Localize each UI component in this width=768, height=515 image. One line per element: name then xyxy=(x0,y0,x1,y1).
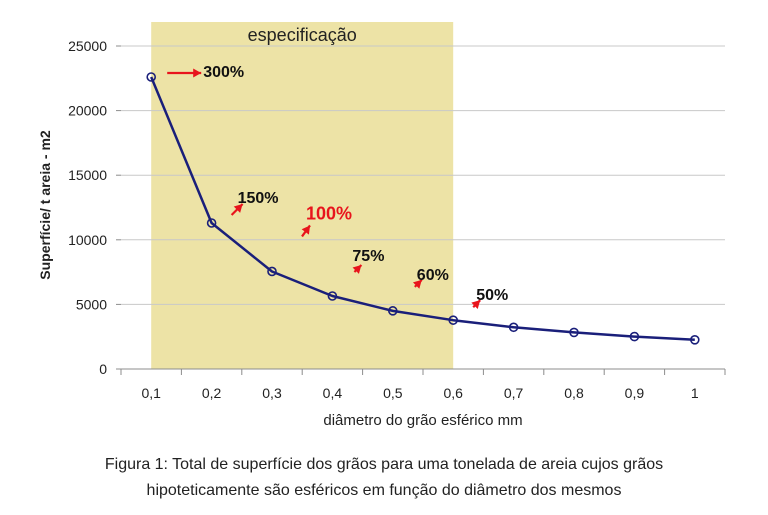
data-point xyxy=(508,322,519,333)
y-tick-label: 20000 xyxy=(68,103,107,119)
x-tick-label: 0,2 xyxy=(202,385,222,401)
x-tick-label: 0,5 xyxy=(383,385,403,401)
data-point xyxy=(448,315,459,325)
annotation-label: 300% xyxy=(203,64,244,81)
annotation-label: 50% xyxy=(476,287,508,304)
x-tick-label: 0,4 xyxy=(323,385,343,401)
y-axis-ticks: 0 5000 10000 15000 20000 25000 xyxy=(68,38,121,377)
arrow-head xyxy=(412,279,422,289)
specification-label: especificação xyxy=(248,25,357,45)
y-axis-label: Superfície/ t areia - m2 xyxy=(37,130,53,280)
grid-lines xyxy=(121,45,725,305)
caption-line-1: Figura 1: Total de superfície dos grãos … xyxy=(104,456,664,473)
x-tick-label: 0,6 xyxy=(443,385,463,401)
annotation-arrow xyxy=(412,279,423,289)
data-point xyxy=(327,291,338,301)
x-axis-ticks: 0,1 0,2 0,3 0,4 0,5 0,6 0,7 0,8 0,9 1 xyxy=(120,369,726,401)
arrow-head xyxy=(193,68,202,78)
y-tick-label: 0 xyxy=(99,361,107,377)
y-tick-label: 10000 xyxy=(68,232,107,248)
series-line xyxy=(150,76,695,342)
arrow-head xyxy=(352,265,362,274)
annotation-label: 150% xyxy=(238,190,279,207)
y-tick-label: 15000 xyxy=(68,167,107,183)
arrow-head xyxy=(233,204,243,213)
annotation-arrow xyxy=(230,203,244,216)
annotation-label: 60% xyxy=(417,267,449,284)
y-tick-label: 25000 xyxy=(68,38,107,54)
annotation-label: 100% xyxy=(306,203,352,223)
caption-line-2: hipoteticamente são esféricos em função … xyxy=(146,482,622,499)
x-tick-label: 0,3 xyxy=(262,385,282,401)
y-tick-label: 5000 xyxy=(76,296,107,312)
x-axis-label: diâmetro do grão esférico mm xyxy=(323,412,522,429)
x-tick-label: 0,8 xyxy=(564,385,584,401)
annotation-arrow xyxy=(352,264,363,274)
annotation-arrow xyxy=(167,68,202,78)
data-point xyxy=(629,331,640,342)
annotation-label: 75% xyxy=(352,248,384,265)
arrow-head xyxy=(301,225,310,235)
annotation-arrows xyxy=(167,68,481,310)
data-point xyxy=(267,266,277,277)
data-point xyxy=(146,72,156,82)
chart: especificação 0500010000150002000025000 … xyxy=(37,22,726,429)
x-tick-label: 0,1 xyxy=(141,385,161,401)
x-tick-label: 1 xyxy=(691,385,699,401)
x-tick-label: 0,7 xyxy=(504,385,524,401)
data-point xyxy=(387,306,398,316)
arrow-head xyxy=(471,300,481,310)
annotation-labels: 300% 150% 100% 75% 60% 50% xyxy=(203,64,508,304)
data-points xyxy=(146,72,700,345)
data-point xyxy=(206,218,217,228)
figure-caption: Figura 1: Total de superfície dos grãos … xyxy=(0,452,768,504)
annotation-arrow xyxy=(471,299,481,310)
data-point xyxy=(569,327,579,338)
x-tick-label: 0,9 xyxy=(625,385,645,401)
data-point xyxy=(689,335,700,345)
annotation-arrow xyxy=(301,224,311,238)
